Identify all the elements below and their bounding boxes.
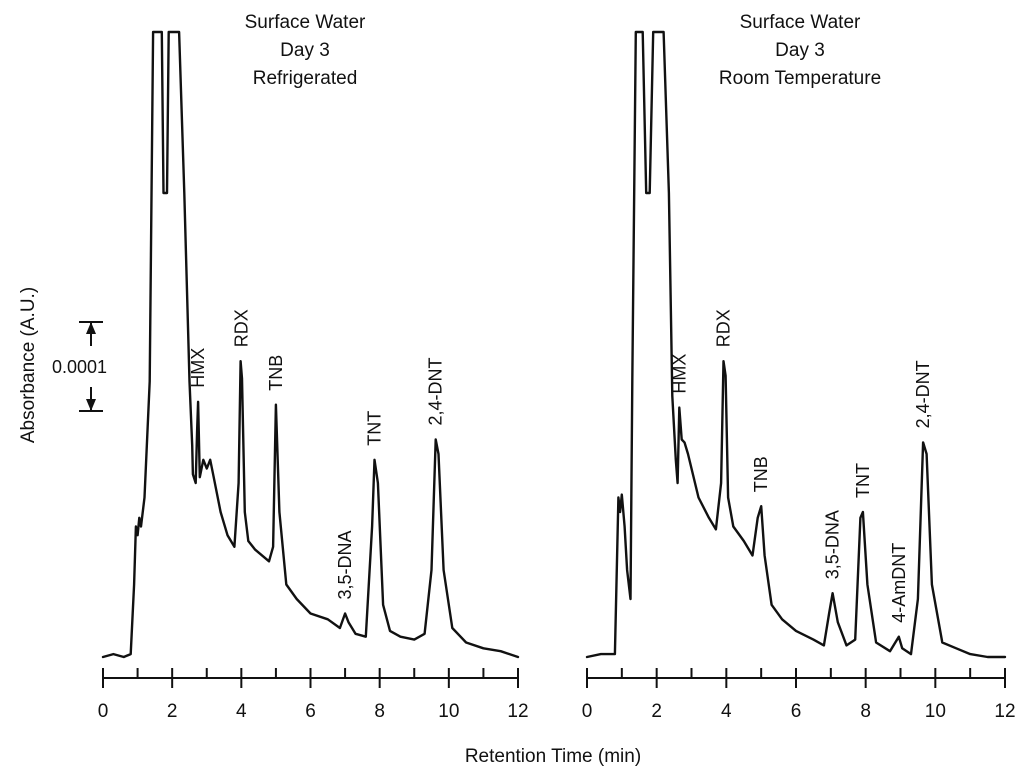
- peak-label: 4-AmDNT: [889, 543, 909, 623]
- panel-title-line: Surface Water: [740, 12, 861, 33]
- x-tick-label: 2: [651, 701, 662, 722]
- peak-label: 3,5-DNA: [335, 530, 355, 599]
- scale-bar-value: 0.0001: [52, 357, 107, 377]
- x-tick-label: 12: [507, 701, 528, 722]
- peak-label: TNB: [751, 456, 771, 492]
- chromatogram-trace: [101, 30, 520, 659]
- peak-label: RDX: [714, 309, 734, 347]
- peak-label: 2,4-DNT: [913, 360, 933, 428]
- peak-label: TNB: [266, 355, 286, 391]
- panel-title-line: Refrigerated: [253, 68, 358, 89]
- panel-title-line: Room Temperature: [719, 68, 881, 89]
- x-tick-label: 10: [438, 701, 459, 722]
- x-tick-label: 12: [994, 701, 1015, 722]
- x-tick-label: 6: [791, 701, 802, 722]
- x-tick-label: 10: [925, 701, 946, 722]
- panel-title-line: Day 3: [775, 40, 825, 61]
- x-tick-label: 0: [98, 701, 109, 722]
- x-tick-label: 4: [236, 701, 247, 722]
- x-axis-label: Retention Time (min): [465, 746, 641, 767]
- y-axis-label: Absorbance (A.U.): [18, 287, 39, 443]
- peak-label: TNT: [853, 463, 873, 498]
- x-tick-label: 6: [305, 701, 316, 722]
- peak-label: 2,4-DNT: [426, 357, 446, 425]
- panel-title-line: Surface Water: [245, 12, 366, 33]
- peak-label: RDX: [231, 309, 251, 347]
- peak-label: TNT: [365, 411, 385, 446]
- peak-label: HMX: [188, 348, 208, 388]
- absorbance-scale-bar: 0.0001: [52, 321, 107, 412]
- panel-room-temperature: Surface Water Day 3 Room Temperature HMX RDX…: [582, 12, 1016, 722]
- panel-refrigerated: Surface Water Day 3 Refrigerated HMX RDX TNB 3…: [98, 12, 529, 722]
- chromatogram-trace: [585, 30, 1007, 659]
- panel-title-line: Day 3: [280, 40, 330, 61]
- x-tick-label: 8: [374, 701, 385, 722]
- x-tick-label: 8: [860, 701, 871, 722]
- peak-label: HMX: [669, 354, 689, 394]
- x-tick-label: 2: [167, 701, 178, 722]
- x-tick-label: 4: [721, 701, 732, 722]
- peak-label: 3,5-DNA: [823, 510, 843, 579]
- x-tick-label: 0: [582, 701, 593, 722]
